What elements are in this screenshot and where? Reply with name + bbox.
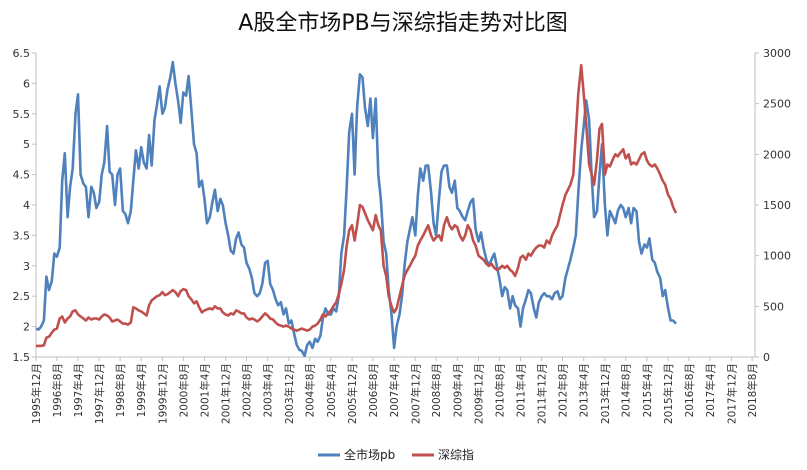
series-line-index — [36, 63, 678, 348]
x-axis-ticks: 1995年12月 1996年8月 1997年4月 1997年12月 1998年8月 199… — [30, 357, 759, 424]
right-tick-label: 1500 — [763, 199, 791, 212]
left-tick-label: 3 — [23, 260, 30, 273]
x-tick-label: 1997年4月 — [72, 363, 85, 417]
left-axis-ticks: 1.5 2 2.5 3 3.5 4 4.5 5 5.5 6 6.5 — [13, 47, 36, 364]
legend: 全市场pb 深综指 — [318, 447, 474, 462]
x-tick-label: 2010年8月 — [493, 363, 506, 417]
left-tick-label: 5 — [23, 138, 30, 151]
right-tick-label: 1000 — [763, 250, 791, 263]
x-tick-label: 2011年12月 — [536, 363, 549, 424]
x-tick-label: 2002年8月 — [240, 363, 253, 417]
left-tick-label: 4 — [23, 199, 30, 212]
left-tick-label: 4.5 — [13, 169, 31, 182]
legend-label: 全市场pb — [344, 447, 395, 462]
x-tick-label: 2003年12月 — [283, 363, 296, 424]
x-tick-label: 2016年8月 — [683, 363, 696, 417]
x-tick-label: 2009年12月 — [472, 363, 485, 424]
left-tick-label: 2 — [23, 321, 30, 334]
x-tick-label: 1999年12月 — [156, 363, 169, 424]
x-tick-label: 2015年4月 — [641, 363, 654, 417]
right-tick-label: 2500 — [763, 98, 791, 111]
x-tick-label: 2008年8月 — [430, 363, 443, 417]
x-tick-label: 1998年8月 — [114, 363, 127, 417]
x-tick-label: 2009年4月 — [451, 363, 464, 417]
x-tick-label: 2001年4月 — [198, 363, 211, 417]
x-tick-label: 2007年4月 — [388, 363, 401, 417]
x-tick-label: 2013年12月 — [599, 363, 612, 424]
x-tick-label: 2017年12月 — [725, 363, 738, 424]
left-tick-label: 5.5 — [13, 108, 31, 121]
x-tick-label: 2015年12月 — [662, 363, 675, 424]
right-tick-label: 3000 — [763, 47, 791, 60]
left-tick-label: 1.5 — [13, 351, 31, 364]
x-tick-label: 2018年8月 — [746, 363, 759, 417]
x-tick-label: 2007年12月 — [409, 363, 422, 424]
right-tick-label: 0 — [763, 351, 770, 364]
left-tick-label: 3.5 — [13, 229, 31, 242]
legend-label: 深综指 — [438, 447, 474, 462]
right-axis-ticks: 0 500 1000 1500 2000 2500 3000 — [755, 47, 791, 364]
x-tick-label: 2003年4月 — [262, 363, 275, 417]
chart-title: A股全市场PB与深综指走势对比图 — [238, 11, 567, 36]
x-tick-label: 2005年4月 — [325, 363, 338, 417]
x-tick-label: 1995年12月 — [30, 363, 43, 424]
series-layer — [35, 60, 678, 358]
x-tick-label: 2001年12月 — [220, 363, 233, 424]
x-tick-label: 2004年8月 — [304, 363, 317, 417]
x-tick-label: 2000年8月 — [177, 363, 190, 417]
series-line-pb — [35, 60, 677, 358]
x-tick-label: 1996年8月 — [51, 363, 64, 417]
x-tick-label: 2006年8月 — [367, 363, 380, 417]
x-tick-label: 1997年12月 — [93, 363, 106, 424]
x-tick-label: 2005年12月 — [346, 363, 359, 424]
left-tick-label: 6.5 — [13, 47, 31, 60]
right-tick-label: 500 — [763, 300, 784, 313]
x-tick-label: 2011年4月 — [514, 363, 527, 417]
left-tick-label: 2.5 — [13, 290, 31, 303]
x-tick-label: 2014年8月 — [620, 363, 633, 417]
x-tick-label: 2012年8月 — [557, 363, 570, 417]
x-tick-label: 2013年4月 — [578, 363, 591, 417]
x-tick-label: 1999年4月 — [135, 363, 148, 417]
right-tick-label: 2000 — [763, 148, 791, 161]
x-tick-label: 2017年4月 — [704, 363, 717, 417]
left-tick-label: 6 — [23, 77, 30, 90]
